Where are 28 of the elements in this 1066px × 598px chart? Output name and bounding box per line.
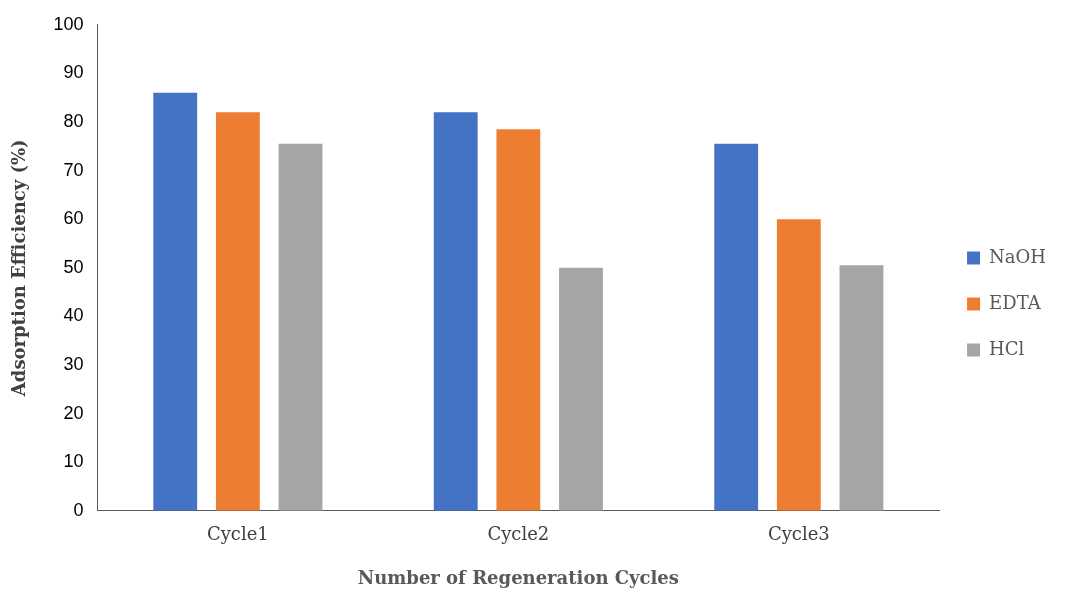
y-tick-label: 10 [63,451,84,472]
y-tick-label: 60 [63,208,84,229]
x-tick-label: Cycle2 [487,523,550,545]
y-tick-label: 0 [73,499,84,520]
x-axis-title: Number of Regeneration Cycles [357,566,679,588]
bar [776,219,821,511]
y-tick-label: 20 [63,402,84,423]
bar [278,143,323,511]
bar [839,265,884,511]
bar [714,143,759,511]
y-tick-label: 90 [63,62,84,83]
legend-label: EDTA [989,291,1042,313]
bar [215,112,260,511]
bar [433,112,478,511]
x-tick-label: Cycle3 [767,523,830,545]
y-tick-label: 50 [63,256,84,277]
legend-label: HCl [989,337,1025,359]
y-tick-label: 70 [63,159,84,180]
x-tick-label: Cycle1 [206,523,269,545]
y-tick-label: 40 [63,305,84,326]
bar [496,129,541,511]
bar [153,92,198,511]
y-axis-title: Adsorption Efficiency (%) [8,139,30,398]
y-tick-label: 80 [63,110,84,131]
y-tick-label: 30 [63,353,84,374]
bar [559,267,603,511]
y-tick-label: 100 [53,13,84,34]
legend-label: NaOH [989,245,1046,267]
